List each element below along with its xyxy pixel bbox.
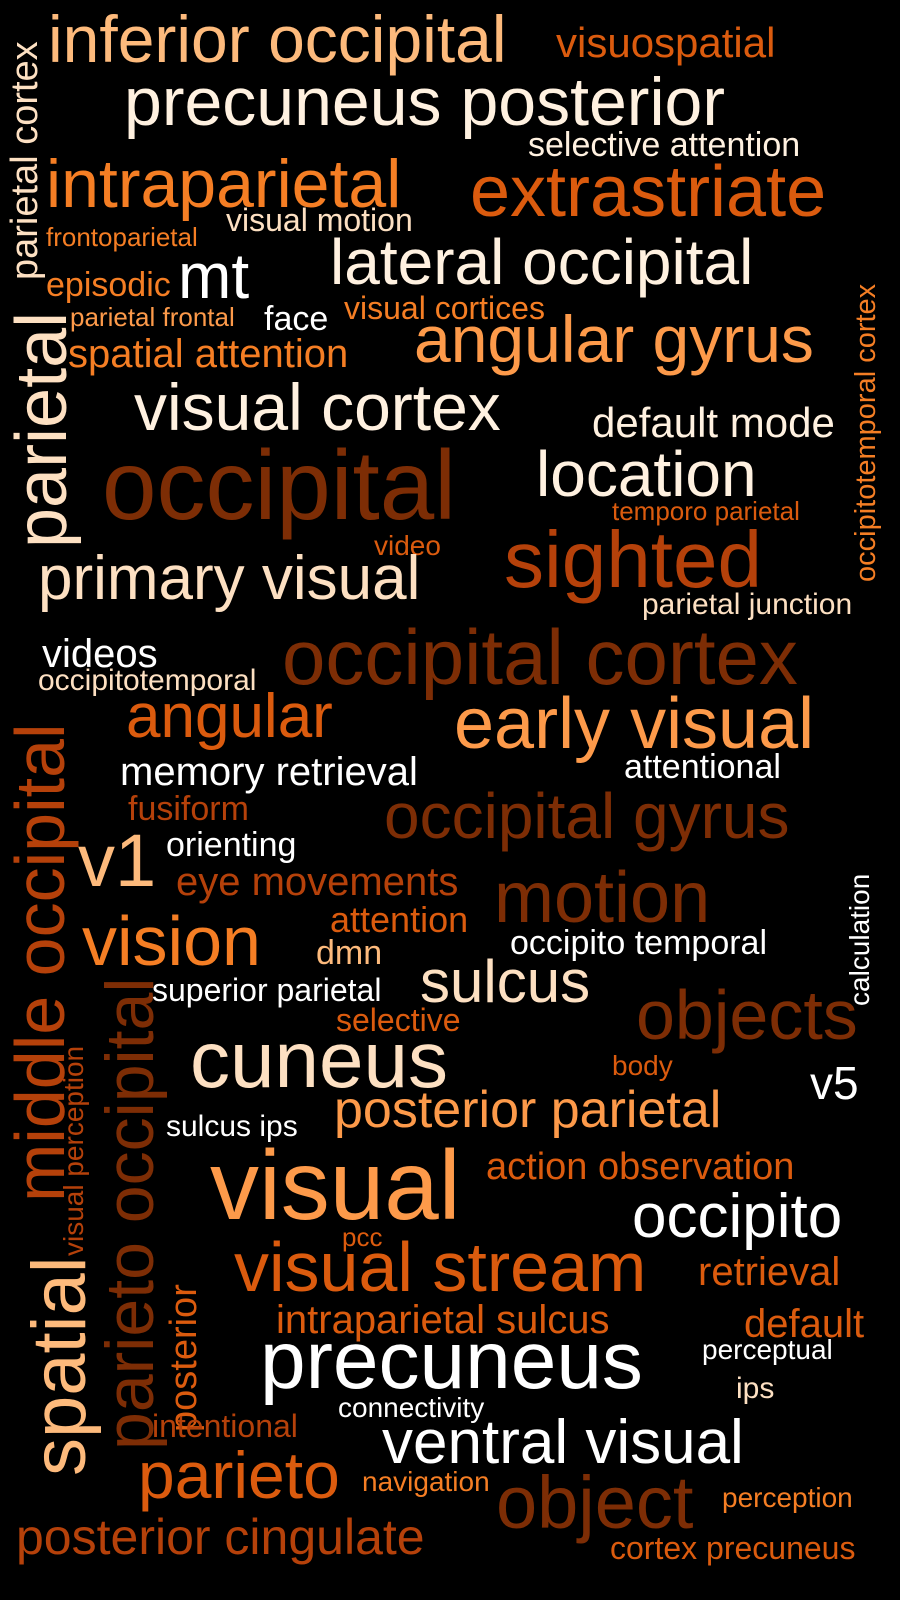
word-extrastriate: extrastriate	[470, 152, 827, 232]
word-vision: vision	[82, 902, 261, 980]
word-visual-motion: visual motion	[226, 202, 413, 238]
word-default: default	[744, 1302, 865, 1346]
word-action-observation: action observation	[486, 1146, 795, 1188]
word-primary-visual: primary visual	[38, 544, 421, 613]
word-occipitotemporal-cortex: occipitotemporal cortex	[850, 283, 882, 582]
word-occipitotemporal: occipitotemporal	[38, 664, 257, 697]
word-occipito-temporal: occipito temporal	[510, 924, 768, 962]
word-cuneus: cuneus	[190, 1015, 448, 1104]
word-intraparietal: intraparietal	[46, 146, 402, 222]
word-episodic: episodic	[46, 266, 171, 304]
word-lateral-occipital: lateral occipital	[330, 226, 754, 298]
word-perception: perception	[722, 1482, 853, 1513]
word-visual-cortex: visual cortex	[134, 370, 501, 444]
word-parieto: parieto	[138, 1438, 340, 1512]
word-fusiform: fusiform	[128, 790, 249, 828]
word-visual-stream: visual stream	[234, 1228, 647, 1306]
word-spatial: spatial	[17, 1256, 102, 1476]
word-early-visual: early visual	[454, 684, 815, 764]
word-posterior-cingulate: posterior cingulate	[16, 1509, 425, 1565]
word-cortex-precuneus: cortex precuneus	[610, 1530, 856, 1566]
word-attention: attention	[330, 899, 469, 940]
word-perceptual: perceptual	[702, 1334, 833, 1365]
word-objects: objects	[636, 976, 858, 1054]
word-precuneus: precuneus	[260, 1315, 643, 1406]
word-precuneus-posterior: precuneus posterior	[124, 64, 726, 140]
word-superior-parietal: superior parietal	[152, 972, 382, 1008]
word-body: body	[612, 1050, 673, 1081]
word-visual: visual	[210, 1130, 461, 1240]
word-dmn: dmn	[316, 934, 383, 972]
word-location: location	[536, 438, 757, 510]
word-angular: angular	[126, 682, 333, 751]
word-inferior-occipital: inferior occipital	[48, 2, 507, 76]
word-visual-perception: visual perception	[58, 1045, 89, 1256]
word-ips: ips	[736, 1372, 775, 1405]
word-selective: selective	[336, 1002, 461, 1038]
word-ventral-visual: ventral visual	[382, 1408, 744, 1477]
word-posterior-parietal: posterior parietal	[334, 1081, 722, 1139]
word-video: video	[374, 530, 441, 561]
word-sighted: sighted	[504, 515, 762, 604]
word-intentional: intentional	[152, 1408, 298, 1444]
word-visuospatial: visuospatial	[556, 19, 776, 66]
word-retrieval: retrieval	[698, 1250, 841, 1294]
word-angular-gyrus: angular gyrus	[414, 302, 814, 376]
word-motion: motion	[494, 858, 711, 938]
word-face: face	[264, 300, 329, 338]
word-intraparietal-sulcus: intraparietal sulcus	[276, 1298, 610, 1342]
word-sulcus: sulcus	[420, 948, 591, 1015]
word-object: object	[496, 1461, 694, 1544]
word-occipital: occipital	[102, 430, 457, 540]
word-connectivity: connectivity	[338, 1392, 485, 1423]
word-orienting: orienting	[166, 826, 297, 864]
word-parietal-frontal: parietal frontal	[70, 302, 235, 332]
word-occipito: occipito	[632, 1182, 843, 1251]
word-parieto-occipital: parieto occipital	[92, 977, 168, 1450]
word-selective-attention: selective attention	[528, 126, 801, 164]
word-occipital-cortex: occipital cortex	[282, 613, 798, 701]
word-eye-movements: eye movements	[176, 860, 459, 904]
word-occipital-gyrus: occipital gyrus	[384, 780, 790, 852]
word-memory-retrieval: memory retrieval	[120, 750, 418, 794]
word-v5: v5	[810, 1057, 859, 1109]
word-default-mode: default mode	[592, 399, 835, 446]
word-attentional: attentional	[624, 748, 781, 786]
word-sulcus-ips: sulcus ips	[166, 1110, 298, 1143]
word-videos: videos	[42, 632, 158, 676]
word-navigation: navigation	[362, 1466, 490, 1497]
word-parietal-cortex: parietal cortex	[4, 41, 46, 280]
word-temporo-parietal: temporo parietal	[612, 496, 800, 526]
word-frontoparietal: frontoparietal	[46, 222, 198, 252]
word-pcc: pcc	[342, 1222, 383, 1252]
word-mt: mt	[178, 240, 250, 312]
word-v1: v1	[78, 819, 157, 902]
word-spatial-attention: spatial attention	[68, 332, 349, 376]
word-visual-cortices: visual cortices	[344, 290, 545, 326]
word-parietal-junction: parietal junction	[642, 588, 853, 621]
